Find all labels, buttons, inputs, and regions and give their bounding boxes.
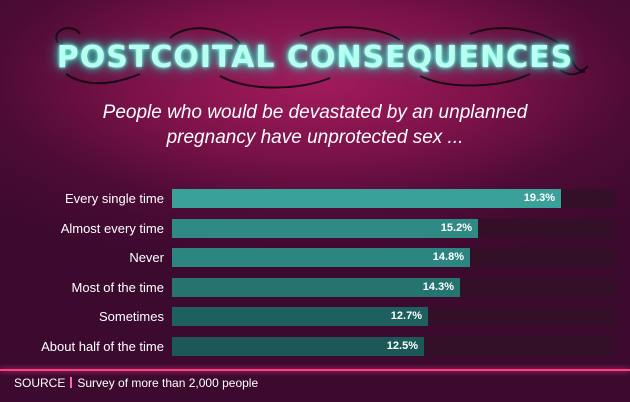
bar — [172, 277, 460, 297]
category-label: Never — [129, 250, 164, 266]
bar — [172, 189, 561, 208]
category-label: Sometimes — [98, 309, 164, 325]
bar-row: Almost every time 15.2% — [0, 218, 630, 239]
bar-track: 14.3% — [172, 277, 615, 297]
bar-row: About half of the time 12.5% — [0, 337, 630, 357]
bar-track: 12.5% — [172, 337, 615, 356]
bar — [172, 248, 470, 268]
category-label: About half of the time — [41, 339, 164, 354]
bar-row: Every single time 19.3% — [0, 189, 630, 209]
source-text: Survey of more than 2,000 people — [77, 376, 259, 390]
bar-row: Most of the time 14.3% — [0, 277, 630, 298]
source-note: SOURCE Survey of more than 2,000 people — [14, 376, 258, 390]
bar-track: 12.7% — [172, 307, 615, 327]
value-label: 14.3% — [422, 280, 454, 293]
value-label: 12.7% — [390, 310, 422, 323]
source-separator — [70, 377, 73, 388]
chart-subtitle: People who would be devastated by an unp… — [0, 100, 630, 150]
bar-row: Sometimes 12.7% — [0, 307, 630, 327]
value-label: 19.3% — [523, 192, 555, 204]
subtitle-line-1: People who would be devastated by an unp… — [102, 102, 528, 123]
value-label: 15.2% — [440, 221, 472, 234]
subtitle-line-2: pregnancy have unprotected sex ... — [166, 127, 464, 148]
bar — [172, 337, 424, 356]
value-label: 14.8% — [432, 251, 464, 264]
chart-title: POSTCOITAL CONSEQUENCES — [56, 40, 574, 75]
category-label: Most of the time — [71, 279, 164, 295]
bar-row: Never 14.8% — [0, 248, 630, 268]
neon-wire-decoration — [55, 26, 589, 89]
value-label: 12.5% — [386, 340, 418, 352]
bar — [172, 307, 428, 327]
category-label: Almost every time — [60, 220, 164, 236]
bar-track: 15.2% — [172, 218, 615, 238]
bar-track: 14.8% — [172, 248, 615, 268]
bar-track: 19.3% — [172, 189, 615, 208]
source-label: SOURCE — [14, 376, 66, 390]
category-label: Every single time — [65, 191, 164, 206]
bar — [172, 218, 478, 238]
footer-divider — [0, 369, 630, 371]
